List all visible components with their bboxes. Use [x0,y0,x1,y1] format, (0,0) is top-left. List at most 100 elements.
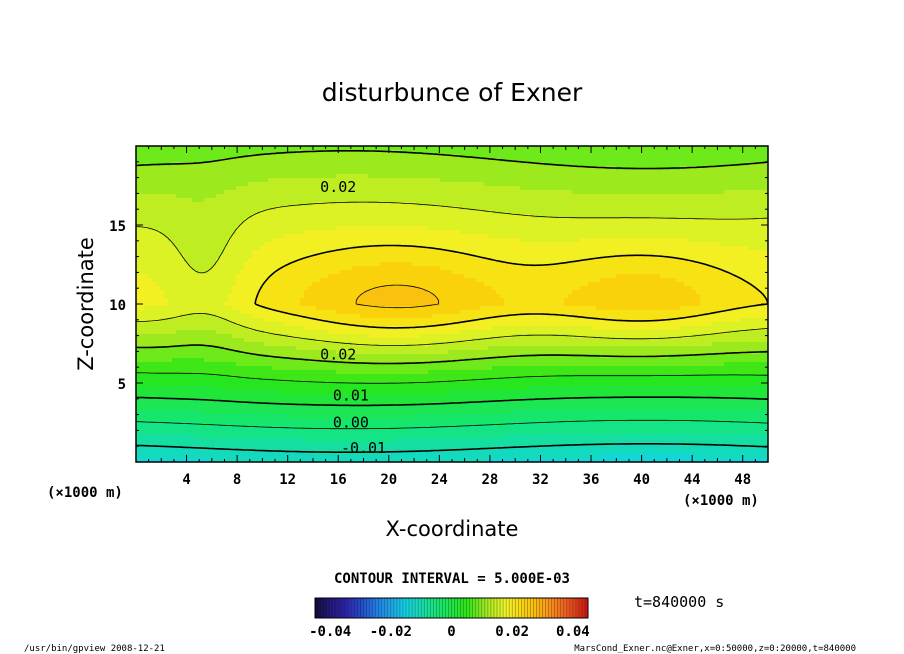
contour-fill-cell [272,370,277,375]
contour-fill-cell [236,318,241,323]
contour-fill-cell [248,310,253,315]
contour-fill-cell [356,322,361,327]
contour-fill-cell [232,398,237,403]
contour-fill-cell [160,298,165,303]
contour-fill-cell [188,390,193,395]
contour-fill-cell [364,322,369,327]
contour-fill-cell [180,150,185,155]
contour-fill-cell [164,406,169,411]
contour-fill-cell [248,354,253,359]
contour-fill-cell [184,190,189,195]
contour-fill-cell [384,150,389,155]
contour-fill-cell [252,346,257,351]
contour-fill-cell [164,434,169,439]
contour-fill-cell [380,246,385,251]
contour-fill-cell [236,250,241,255]
contour-fill-cell [140,318,145,323]
contour-fill-cell [352,310,357,315]
contour-fill-cell [204,366,209,371]
contour-fill-cell [280,334,285,339]
contour-fill-cell [296,346,301,351]
contour-fill-cell [356,290,361,295]
contour-fill-cell [276,146,281,151]
contour-fill-cell [240,454,245,459]
contour-fill-cell [260,406,265,411]
contour-fill-cell [328,246,333,251]
contour-fill-cell [376,202,381,207]
contour-fill-cell [224,214,229,219]
contour-fill-cell [216,458,221,462]
contour-fill-cell [184,330,189,335]
contour-fill-cell [164,350,169,355]
contour-fill-cell [248,298,253,303]
contour-fill-cell [352,286,357,291]
contour-fill-cell [284,278,289,283]
contour-fill-cell [156,266,161,271]
contour-fill-cell [372,214,377,219]
contour-fill-cell [212,278,217,283]
contour-fill-cell [380,238,385,243]
contour-fill-cell [376,422,381,427]
contour-fill-cell [172,254,177,259]
contour-fill-cell [376,154,381,159]
contour-fill-cell [204,394,209,399]
contour-fill-cell [340,246,345,251]
contour-fill-cell [200,334,205,339]
contour-fill-cell [220,326,225,331]
contour-fill-cell [264,418,269,423]
contour-fill-cell [292,434,297,439]
contour-fill-cell [268,290,273,295]
contour-fill-cell [304,378,309,383]
contour-fill-cell [292,458,297,462]
contour-fill-cell [276,418,281,423]
contour-fill-cell [268,210,273,215]
contour-fill-cell [228,306,233,311]
contour-fill-cell [188,322,193,327]
contour-fill-cell [136,398,141,403]
contour-fill-cell [372,178,377,183]
contour-fill-cell [192,326,197,331]
contour-fill-cell [196,234,201,239]
contour-fill-cell [304,330,309,335]
contour-fill-cell [348,146,353,151]
contour-fill-cell [384,222,389,227]
contour-fill-cell [252,386,257,391]
contour-fill-cell [276,382,281,387]
contour-fill-cell [200,278,205,283]
contour-fill-cell [212,254,217,259]
contour-fill-cell [184,378,189,383]
contour-fill-cell [260,434,265,439]
contour-fill-cell [292,390,297,395]
contour-fill-cell [324,374,329,379]
contour-fill-cell [144,414,149,419]
contour-fill-cell [376,210,381,215]
contour-fill-cell [244,266,249,271]
contour-fill-cell [276,258,281,263]
contour-fill-cell [172,390,177,395]
contour-fill-cell [352,182,357,187]
contour-fill-cell [260,450,265,455]
contour-fill-cell [236,234,241,239]
contour-fill-cell [160,278,165,283]
contour-fill-cell [320,230,325,235]
contour-fill-cell [304,154,309,159]
contour-fill-cell [312,186,317,191]
contour-fill-cell [248,162,253,167]
contour-fill-cell [224,414,229,419]
contour-fill-cell [332,198,337,203]
contour-fill-cell [240,250,245,255]
contour-fill-cell [256,258,261,263]
contour-fill-cell [160,382,165,387]
contour-fill-cell [312,318,317,323]
contour-fill-cell [360,162,365,167]
contour-fill-cell [256,350,261,355]
contour-fill-cell [324,258,329,263]
contour-fill-cell [360,166,365,171]
contour-fill-cell [340,406,345,411]
contour-fill-cell [212,146,217,151]
contour-fill-cell [244,386,249,391]
contour-fill-cell [176,290,181,295]
contour-fill-cell [244,290,249,295]
contour-fill-cell [180,422,185,427]
contour-fill-cell [196,286,201,291]
